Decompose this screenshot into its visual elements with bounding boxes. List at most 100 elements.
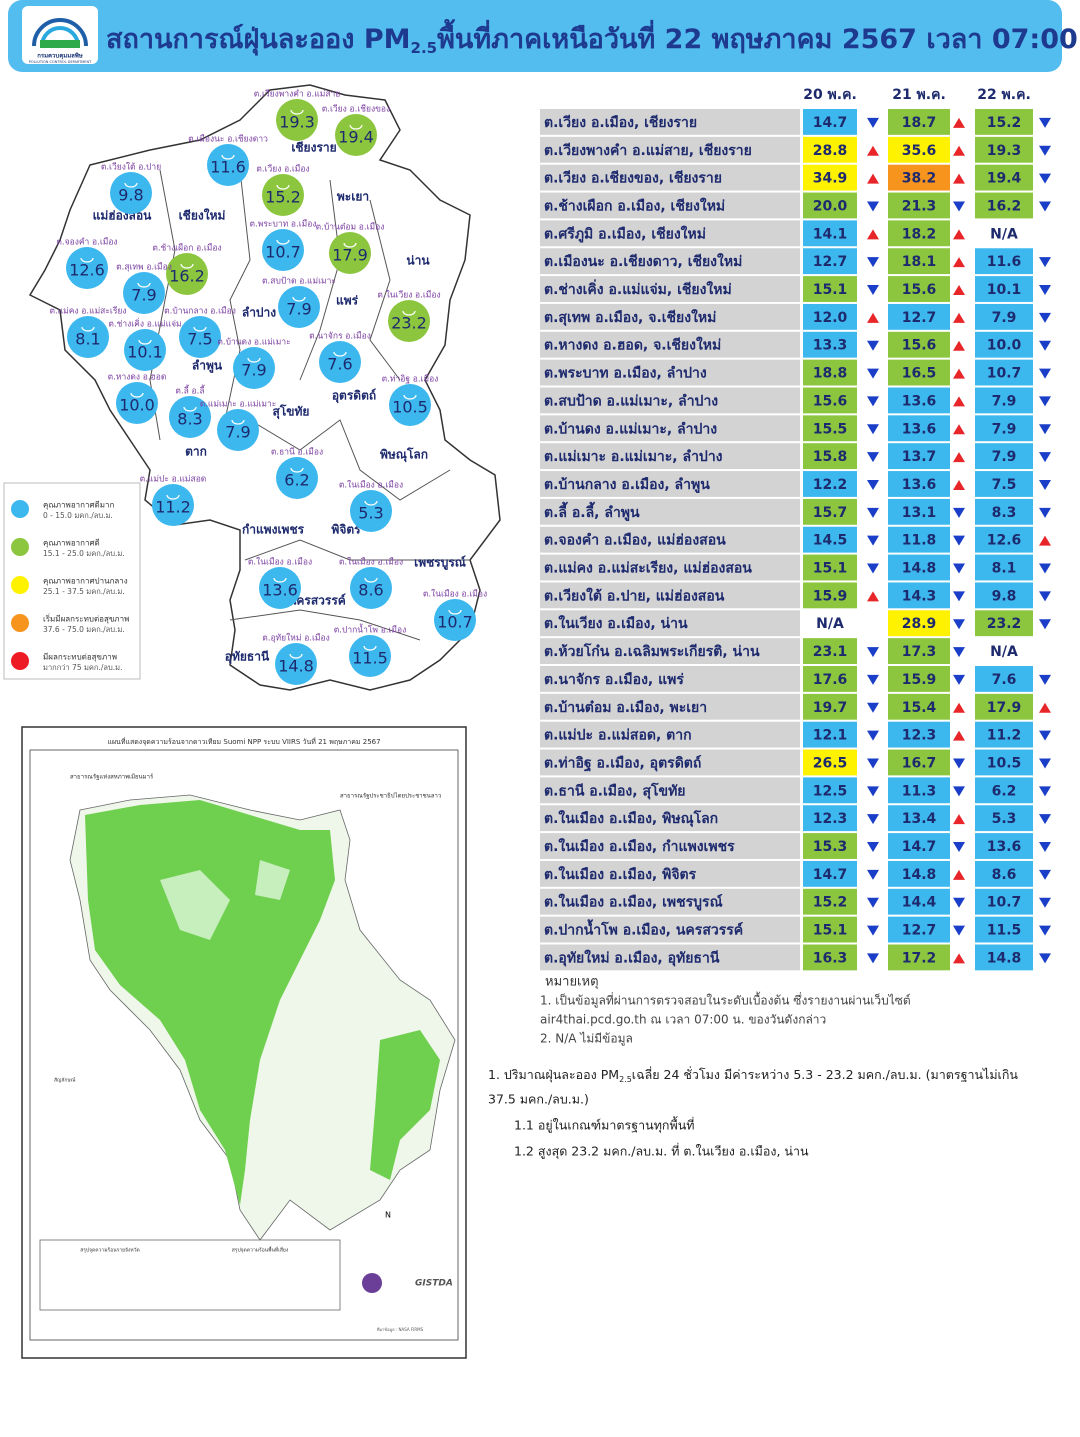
value: 38.2 <box>902 171 937 187</box>
station-name: ต.ในเวียง อ.เมือง, น่าน <box>544 614 688 632</box>
trend-up <box>953 145 965 156</box>
bubble <box>179 316 221 358</box>
trend-down <box>867 285 879 296</box>
bubble-label: ต.อุทัยใหม่ อ.เมือง <box>262 633 330 644</box>
value: 15.8 <box>813 449 848 465</box>
value: 13.6 <box>902 477 937 493</box>
value: 14.8 <box>987 950 1022 966</box>
header-bar <box>8 0 1062 72</box>
value: 15.6 <box>813 393 848 409</box>
value: 17.2 <box>902 950 937 966</box>
trend-down <box>1039 925 1051 936</box>
value-cell <box>803 248 857 275</box>
value: 15.2 <box>813 895 848 911</box>
station-name: ต.นาจักร อ.เมือง, แพร่ <box>544 672 684 688</box>
value-cell <box>803 944 857 971</box>
trend-down <box>1039 117 1051 128</box>
value-cell <box>888 582 950 609</box>
station-cell <box>540 888 800 915</box>
station-name: ต.ธานี อ.เมือง, สุโขทัย <box>544 781 686 799</box>
forest-area <box>85 800 335 1205</box>
bubble-face <box>290 467 304 473</box>
trend-down <box>1039 619 1051 630</box>
value: 18.1 <box>902 254 937 270</box>
value: 11.5 <box>987 923 1022 939</box>
value: 15.6 <box>902 338 937 354</box>
bubble-value: 7.9 <box>241 361 266 380</box>
trend-down <box>1039 424 1051 435</box>
bubble-value: 11.6 <box>210 158 246 177</box>
value-cell <box>975 248 1033 275</box>
value-cell <box>803 860 857 887</box>
bubble-face <box>183 406 197 412</box>
value-cell <box>803 721 857 748</box>
legend-title: คุณภาพอากาศปานกลาง <box>43 577 128 586</box>
value-cell <box>803 192 857 219</box>
value-cell <box>803 276 857 302</box>
bubble-face <box>349 124 363 130</box>
value: 19.3 <box>987 143 1022 159</box>
value-cell <box>888 471 950 497</box>
station-cell <box>540 805 800 832</box>
value-cell <box>975 276 1033 302</box>
value: 17.6 <box>813 672 848 688</box>
bubble-value: 10.7 <box>265 243 301 262</box>
value: 7.9 <box>992 449 1017 465</box>
trend-down <box>1039 563 1051 574</box>
trend-down <box>1039 340 1051 351</box>
trend-down <box>867 953 879 964</box>
bubble-face <box>231 419 245 425</box>
bubble-face <box>402 310 416 316</box>
value-cell <box>803 498 857 525</box>
trend-up <box>953 312 965 323</box>
value-cell <box>803 164 857 191</box>
value-cell <box>975 833 1033 859</box>
value-cell <box>975 944 1033 971</box>
trend-up <box>953 479 965 490</box>
value-cell <box>888 749 950 776</box>
bubble-value: 19.3 <box>279 113 315 132</box>
value: N/A <box>990 226 1018 242</box>
trend-down <box>867 674 879 685</box>
bubble-face <box>166 494 180 500</box>
value-cell <box>888 526 950 553</box>
station-cell <box>540 777 800 804</box>
station-name: ต.สบป้าด อ.แม่เมาะ, ลำปาง <box>544 393 718 409</box>
note-line: 1. เป็นข้อมูลที่ผ่านการตรวจสอบในระดับเบื… <box>540 992 911 1009</box>
station-cell <box>540 666 800 692</box>
value-cell <box>888 443 950 470</box>
trend-down <box>867 424 879 435</box>
value-cell <box>803 303 857 330</box>
trend-down <box>867 647 879 658</box>
bubble <box>124 329 166 371</box>
value-cell <box>975 582 1033 609</box>
value-cell <box>803 693 857 720</box>
value-cell <box>888 220 950 247</box>
value: 28.9 <box>902 616 937 632</box>
trend-up <box>1039 702 1051 713</box>
value: 21.3 <box>902 198 937 214</box>
value: 12.3 <box>902 728 937 744</box>
trend-down <box>1039 201 1051 212</box>
province-label: ลำพูน <box>192 359 223 374</box>
bubble <box>262 229 304 271</box>
value-cell <box>888 666 950 692</box>
trend-up <box>953 285 965 296</box>
value: 14.7 <box>813 115 848 131</box>
trend-down <box>1039 368 1051 379</box>
province-label: พิจิตร <box>331 523 361 537</box>
value-cell <box>803 415 857 442</box>
value: 18.7 <box>902 115 937 131</box>
fire-map: แผนที่แสดงจุดความร้อนจากดาวเทียม Suomi N… <box>21 726 467 1359</box>
value: 15.6 <box>902 282 937 298</box>
trend-down <box>1039 312 1051 323</box>
value: 14.1 <box>813 226 848 242</box>
bubble <box>329 232 371 274</box>
bubble <box>166 253 208 295</box>
bubble <box>152 484 194 526</box>
cleared-area <box>160 860 290 940</box>
value-cell <box>803 109 857 135</box>
station-cell <box>540 415 800 442</box>
column-header: 20 พ.ค. <box>803 87 857 103</box>
